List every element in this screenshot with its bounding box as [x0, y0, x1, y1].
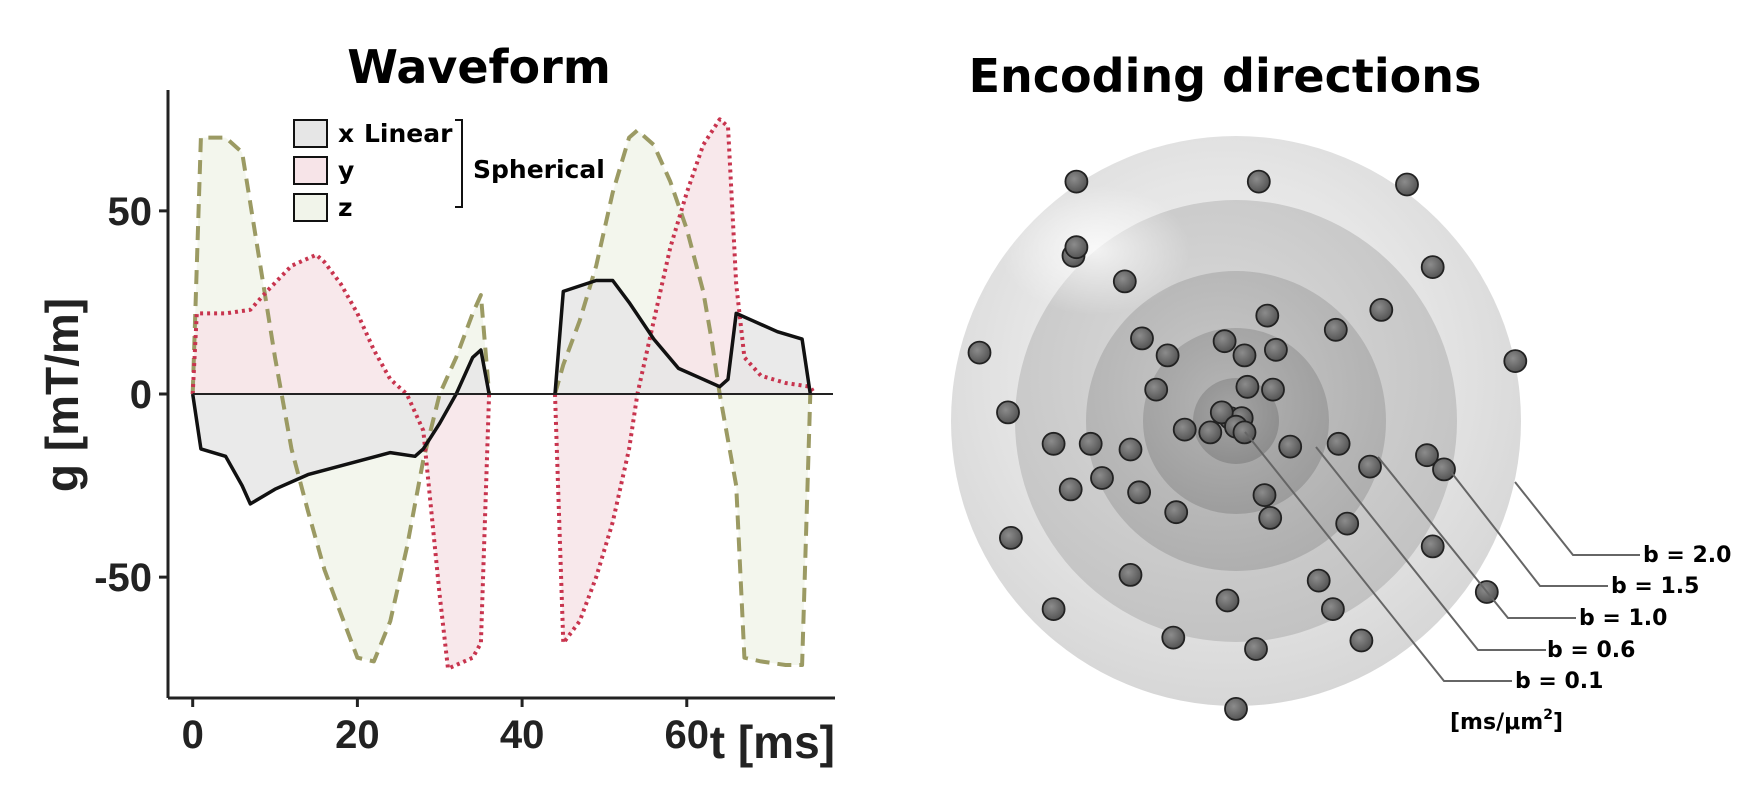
encoding-point: [1255, 303, 1280, 328]
encoding-directions-chart: Encoding directions b = 2.0 b = 1.5 b = …: [951, 49, 1731, 735]
encoding-title: Encoding directions: [969, 49, 1482, 103]
x-tick-label: 40: [500, 713, 545, 757]
leader-b-0.6: [1315, 446, 1546, 651]
encoding-point: [1261, 377, 1285, 402]
encoding-point: [1172, 417, 1197, 442]
leader-b-1.0: [1377, 456, 1576, 619]
leader-b-2.0: [1514, 481, 1640, 556]
x-tick-label: 60: [665, 713, 710, 757]
encoding-point: [967, 340, 992, 365]
line-z-1: [553, 128, 813, 667]
encoding-point: [1244, 637, 1268, 661]
encoding-point: [1258, 506, 1283, 530]
encoding-point: [999, 526, 1023, 550]
encoding-point: [1420, 255, 1445, 280]
fill-z-1: [555, 130, 811, 666]
encoding-point: [1209, 400, 1234, 425]
waveform-ticks: 0 20 40 60 50 0 -50: [94, 190, 709, 757]
encoding-point: [1144, 377, 1169, 402]
unit-label: [ms/μm2]: [1450, 707, 1563, 735]
y-axis-label: g [mT/m]: [36, 298, 88, 492]
label-b-0.1: b = 0.1: [1515, 669, 1603, 694]
encoding-point: [1118, 437, 1143, 462]
waveform-title: Waveform: [347, 40, 611, 94]
encoding-point: [1078, 431, 1103, 456]
encoding-point: [1252, 483, 1277, 508]
encoding-point: [1058, 477, 1083, 502]
legend-swatch-x: [293, 119, 328, 148]
y-tick-label: 0: [130, 373, 152, 417]
encoding-point: [1064, 235, 1089, 260]
encoding-point: [1212, 329, 1237, 354]
encoding-point: [1432, 457, 1456, 482]
encoding-point: [1090, 466, 1114, 490]
legend: x Linear y z Spherical: [293, 119, 605, 222]
encoding-point: [1264, 337, 1288, 362]
encoding-point: [1198, 420, 1223, 445]
x-axis-label: t [ms]: [710, 716, 835, 768]
x-tick-label: 0: [182, 713, 204, 757]
leader-b-1.5: [1450, 471, 1608, 587]
label-b-2.0: b = 2.0: [1643, 543, 1731, 568]
legend-label-x: x: [338, 119, 354, 148]
encoding-point: [1278, 434, 1303, 459]
legend-bracket: [455, 119, 463, 208]
encoding-point: [1335, 511, 1360, 536]
encoding-point: [1349, 628, 1374, 653]
encoding-point: [996, 400, 1020, 425]
label-b-1.0: b = 1.0: [1579, 606, 1667, 631]
line-x-0: [190, 348, 491, 506]
waveform-chart: Waveform 0 20 40 60 50 0 -50 t [ms] g [mT/m] x…: [36, 40, 835, 768]
encoding-point: [1321, 597, 1345, 621]
encoding-point: [1164, 500, 1189, 525]
encoding-point: [1306, 568, 1331, 593]
encoding-point: [1323, 317, 1348, 342]
encoding-point: [1118, 563, 1143, 587]
legend-group-linear: Linear: [364, 119, 453, 148]
encoding-point: [1420, 534, 1445, 559]
encoding-point: [1215, 588, 1240, 613]
legend-group-spherical: Spherical: [473, 155, 605, 184]
waveform-fills: [192, 119, 815, 669]
encoding-point: [1395, 172, 1419, 197]
fill-x-0: [192, 350, 490, 504]
encoding-point: [1161, 625, 1186, 650]
encoding-point: [1246, 169, 1271, 194]
encoding-point: [1064, 169, 1089, 194]
y-tick-label: 50: [108, 190, 153, 234]
encoding-point: [1503, 349, 1528, 374]
line-z-0: [190, 135, 492, 664]
encoding-point: [1041, 597, 1066, 621]
legend-label-z: z: [338, 193, 353, 222]
line-x-1: [553, 278, 813, 395]
y-tick-label: -50: [94, 556, 152, 600]
encoding-point: [1235, 374, 1260, 399]
encoding-point: [1358, 454, 1382, 479]
label-b-0.6: b = 0.6: [1547, 638, 1635, 663]
encoding-points: [967, 169, 1528, 721]
encoding-point: [1130, 326, 1154, 351]
encoding-point: [1127, 480, 1151, 505]
leader-b-0.1: [1244, 431, 1512, 682]
label-b-1.5: b = 1.5: [1611, 574, 1699, 599]
encoding-point: [1232, 343, 1257, 368]
waveform-lines: [190, 117, 817, 671]
encoding-point: [1041, 431, 1066, 456]
sphere-highlight: [1000, 185, 1190, 315]
encoding-point: [1369, 297, 1394, 322]
encoding-point: [1224, 697, 1248, 721]
line-y-1: [553, 117, 817, 646]
encoding-point: [1326, 431, 1351, 456]
encoding-point: [1415, 443, 1439, 468]
legend-swatch-y: [293, 156, 328, 185]
legend-swatch-z: [293, 193, 328, 222]
encoding-point: [1155, 343, 1180, 368]
encoding-point: [1112, 269, 1137, 294]
x-tick-label: 20: [335, 713, 380, 757]
fill-x-1: [555, 280, 811, 394]
fill-y-0: [192, 254, 490, 669]
legend-label-y: y: [338, 156, 354, 185]
